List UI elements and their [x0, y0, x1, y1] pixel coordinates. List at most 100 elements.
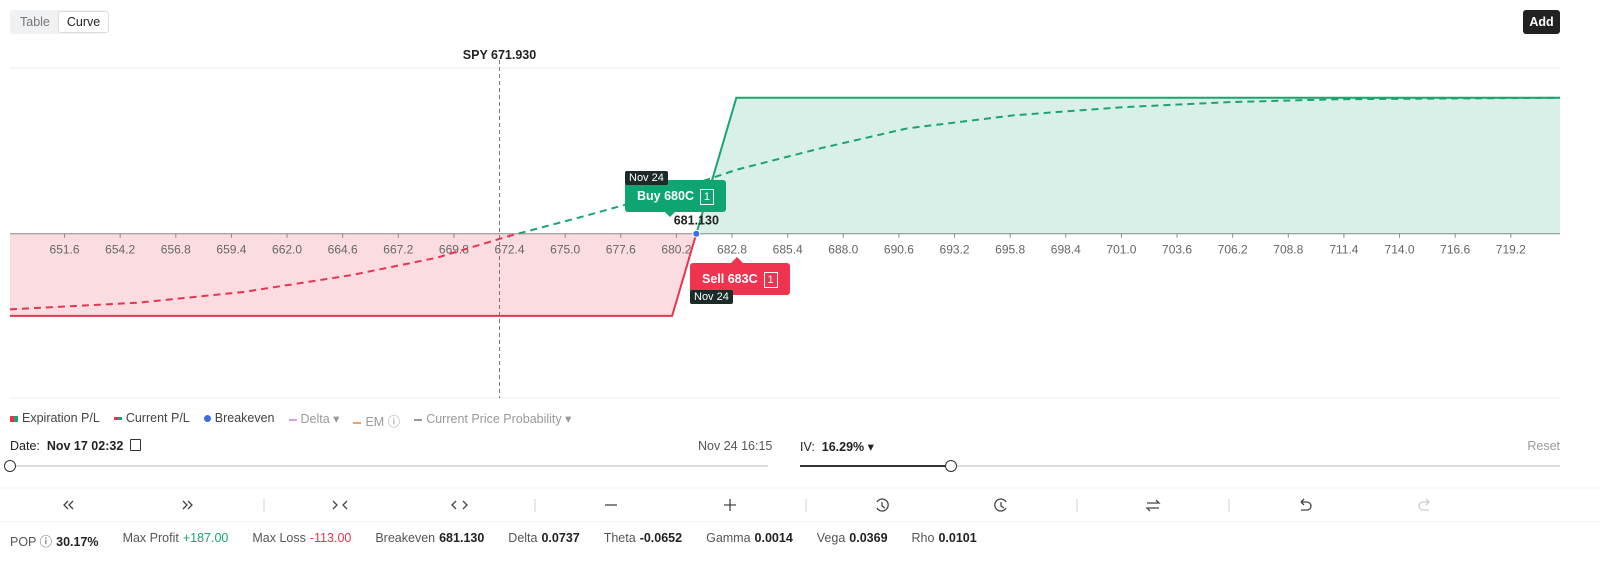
stat: Rho 0.0101 [912, 531, 977, 550]
profit-area [696, 97, 1560, 234]
x-tick-label: 672.4 [495, 243, 525, 257]
current-pl-line [9, 96, 1561, 311]
breakeven-label: 681.130 [674, 214, 719, 228]
stat-value: 0.0737 [541, 531, 580, 545]
legend-item[interactable]: Current Price Probability ▾ [414, 411, 571, 430]
stat-label: POP [10, 535, 37, 549]
x-tick-label: 677.6 [606, 243, 636, 257]
stat: Gamma 0.0014 [706, 531, 793, 550]
stat-label: Vega [816, 531, 846, 545]
stat-value: 681.130 [439, 531, 485, 545]
x-tick-label: 682.8 [717, 243, 747, 257]
x-tick-label: 703.6 [1162, 243, 1192, 257]
legend-label: Delta [300, 412, 330, 426]
legend-label: Expiration P/L [22, 411, 100, 425]
x-tick-label: 690.6 [884, 243, 914, 257]
x-tick-label: 695.8 [995, 243, 1025, 257]
x-tick-label: 706.2 [1218, 243, 1248, 257]
spot-label: SPY 671.930 [463, 48, 536, 62]
date-knob[interactable] [4, 460, 16, 472]
stat: Max Loss -113.00 [252, 531, 351, 550]
x-tick-label: 698.4 [1051, 243, 1081, 257]
position-qty: 1 [699, 189, 714, 205]
legend-label: Current P/L [125, 411, 190, 425]
tab-table[interactable]: Table [20, 15, 50, 29]
x-tick-label: 656.8 [161, 243, 191, 257]
tool-step-back[interactable] [63, 500, 74, 510]
legend-label: Current Price Probability [426, 412, 562, 426]
position-sell[interactable]: Sell 683C 1 [690, 263, 790, 295]
stat: Vega 0.0369 [817, 531, 888, 550]
controls [0, 460, 1600, 523]
x-tick-label: 711.4 [1329, 243, 1358, 257]
x-tick-label: 669.8 [439, 243, 469, 257]
x-tick-label: 714.0 [1385, 243, 1415, 257]
tool-zoom-in[interactable] [332, 500, 348, 510]
x-tick-label: 680.2 [661, 243, 691, 257]
stat-label: Theta [603, 531, 636, 545]
tab-curve[interactable]: Curve [57, 11, 110, 33]
stat-value: 30.17% [56, 535, 99, 549]
legend-item[interactable]: Current P/L [113, 411, 190, 430]
add-button[interactable]: Add [1523, 10, 1560, 34]
position-qty: 1 [763, 272, 778, 288]
x-tick-label: 716.6 [1440, 243, 1470, 257]
stat-label: Gamma [706, 531, 751, 545]
toolbar [63, 498, 1430, 512]
loss-area [10, 233, 1560, 316]
x-tick-label: 664.6 [328, 243, 358, 257]
stat-value: -113.00 [309, 531, 352, 545]
tool-history-back[interactable] [876, 498, 889, 512]
stats-bar: POP ⓘ 30.17% Max Profit +187.00 Max Loss -1… [10, 531, 977, 550]
date-label: Date: [10, 439, 40, 453]
tool-swap[interactable] [1145, 499, 1161, 512]
iv-control: IV: 16.29% ▾ [800, 440, 874, 454]
stat-label: Breakeven [375, 531, 436, 545]
calendar-icon[interactable] [129, 439, 141, 451]
stat-value: 0.0014 [754, 531, 793, 545]
x-tick-label: 708.8 [1273, 243, 1303, 257]
stat: Delta 0.0737 [508, 531, 579, 550]
tool-undo[interactable] [1300, 498, 1312, 511]
tool-redo[interactable] [1418, 498, 1430, 511]
legend-item[interactable]: Breakeven [203, 411, 275, 430]
tooltip-arrow [664, 211, 676, 217]
x-tick-label: 685.4 [773, 243, 803, 257]
stat-label: Max Loss [252, 531, 306, 545]
date-end: Nov 24 16:15 [698, 439, 773, 453]
position-label: Sell 683C [702, 272, 758, 286]
position-expiry: Nov 24 [625, 171, 668, 185]
breakeven-point [692, 229, 701, 238]
legend-item[interactable]: Delta ▾ [288, 411, 339, 430]
legend-item[interactable]: Expiration P/L [10, 411, 100, 430]
iv-value[interactable]: 16.29% [821, 440, 865, 454]
tool-zoom-out[interactable] [451, 500, 468, 510]
tool-step-forward[interactable] [182, 500, 193, 510]
stat-value: 0.0369 [849, 531, 888, 545]
legend-label: EM [365, 415, 385, 429]
tooltip-arrow [731, 257, 743, 263]
stat-value: -0.0652 [639, 531, 683, 545]
x-tick-label: 654.2 [105, 243, 135, 257]
x-tick-label: 675.0 [550, 243, 580, 257]
x-tick-label: 693.2 [940, 243, 970, 257]
legend: Expiration P/L Current P/L Breakeven Del… [10, 411, 571, 430]
stat-label: Rho [911, 531, 935, 545]
reset-button[interactable]: Reset [1527, 439, 1560, 453]
view-tabs: Table Curve [10, 10, 110, 34]
date-value[interactable]: Nov 17 02:32 [46, 439, 124, 453]
position-expiry: Nov 24 [690, 290, 733, 304]
legend-item[interactable]: EM ⓘ [353, 411, 400, 430]
tool-history-forward[interactable] [994, 498, 1007, 512]
stat-label: Max Profit [122, 531, 179, 545]
position-buy[interactable]: Buy 680C 1 [625, 180, 726, 212]
x-tick-label: 667.2 [383, 243, 413, 257]
stat: Theta -0.0652 [604, 531, 682, 550]
x-tick-label: 659.4 [216, 243, 246, 257]
x-tick-label: 719.2 [1496, 243, 1526, 257]
date-control: Date: Nov 17 02:32 [10, 439, 141, 453]
stat-label: Delta [508, 531, 538, 545]
iv-knob[interactable] [945, 460, 957, 472]
tool-plus[interactable] [724, 499, 736, 511]
